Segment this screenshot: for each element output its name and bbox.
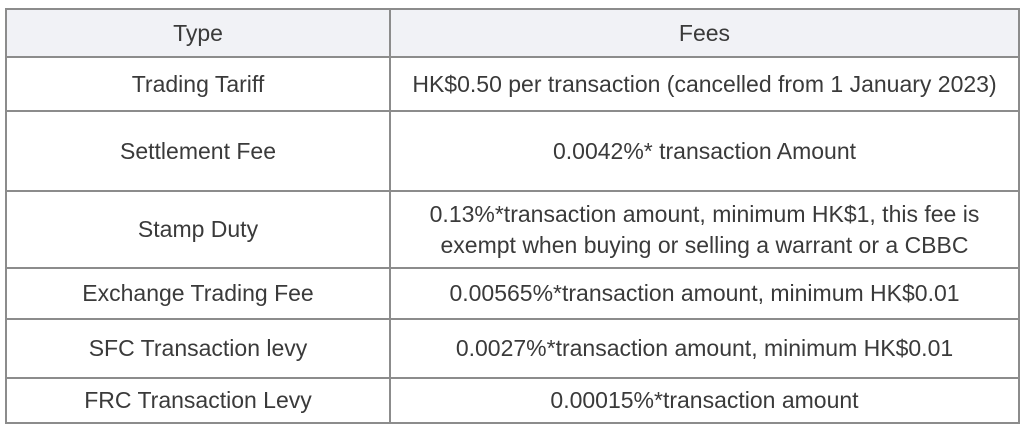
fee-type-cell: Exchange Trading Fee xyxy=(5,267,391,320)
column-header-type: Type xyxy=(5,8,391,58)
table-header-row: Type Fees xyxy=(5,8,1020,58)
fee-type-cell: Settlement Fee xyxy=(5,110,391,192)
table-row-trading-tariff: Trading Tariff HK$0.50 per transaction (… xyxy=(5,56,1020,112)
fee-type-cell: FRC Transaction Levy xyxy=(5,377,391,424)
table-row-sfc-transaction-levy: SFC Transaction levy 0.0027%*transaction… xyxy=(5,318,1020,379)
fees-table: Type Fees Trading Tariff HK$0.50 per tra… xyxy=(5,8,1020,424)
table-row-exchange-trading-fee: Exchange Trading Fee 0.00565%*transactio… xyxy=(5,267,1020,320)
fee-value-cell: 0.13%*transaction amount, minimum HK$1, … xyxy=(389,190,1020,269)
fee-type-cell: SFC Transaction levy xyxy=(5,318,391,379)
fee-value-cell: HK$0.50 per transaction (cancelled from … xyxy=(389,56,1020,112)
fee-value-cell: 0.0042%* transaction Amount xyxy=(389,110,1020,192)
fee-value-cell: 0.00015%*transaction amount xyxy=(389,377,1020,424)
column-header-fees: Fees xyxy=(389,8,1020,58)
fee-type-cell: Trading Tariff xyxy=(5,56,391,112)
table-row-frc-transaction-levy: FRC Transaction Levy 0.00015%*transactio… xyxy=(5,377,1020,424)
table-row-stamp-duty: Stamp Duty 0.13%*transaction amount, min… xyxy=(5,190,1020,269)
table-row-settlement-fee: Settlement Fee 0.0042%* transaction Amou… xyxy=(5,110,1020,192)
fee-value-cell: 0.00565%*transaction amount, minimum HK$… xyxy=(389,267,1020,320)
fee-type-cell: Stamp Duty xyxy=(5,190,391,269)
fee-value-cell: 0.0027%*transaction amount, minimum HK$0… xyxy=(389,318,1020,379)
